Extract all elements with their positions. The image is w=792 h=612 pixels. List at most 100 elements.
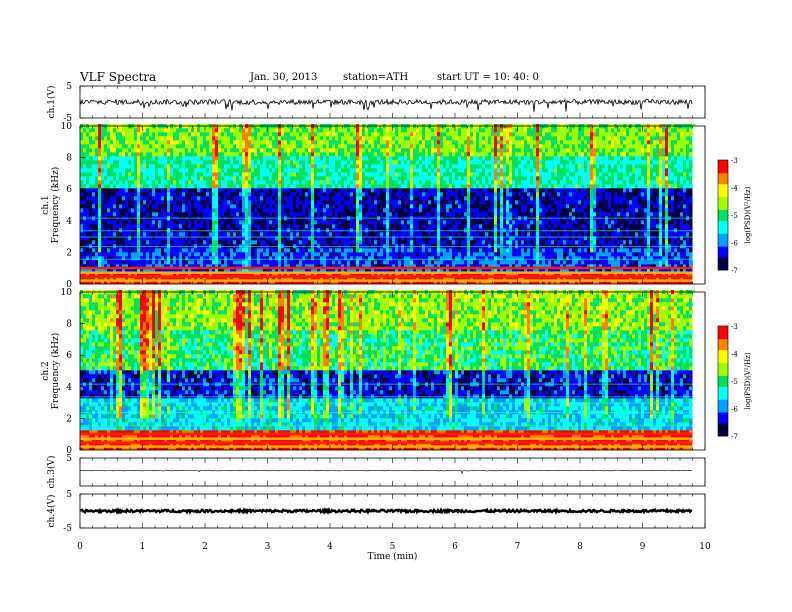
- colorbar-swatch: [718, 191, 728, 194]
- xtick-label: 1: [140, 542, 146, 552]
- waveform-lines: [79, 97, 693, 515]
- figure-title: VLF Spectra: [80, 70, 157, 84]
- spec2-channel-label: ch.2: [41, 361, 51, 380]
- colorbar-swatch: [718, 185, 728, 188]
- colorbar-swatch: [718, 238, 728, 242]
- colorbar-swatch: [718, 237, 728, 240]
- colorbar-swatch: [718, 384, 728, 387]
- narrowband-trace: [80, 258, 693, 260]
- colorbar-swatch: [718, 167, 728, 170]
- colorbar-swatch: [718, 253, 728, 256]
- colorbar-swatch: [718, 227, 728, 231]
- colorbar-swatch: [718, 379, 728, 382]
- colorbar-swatch: [718, 364, 728, 367]
- colorbar-swatch: [718, 198, 728, 201]
- spec2-ytick-label: 8: [66, 320, 72, 330]
- colorbar-swatch: [718, 172, 728, 176]
- colorbar-tick-label: -7: [731, 267, 738, 275]
- narrowband-trace: [80, 412, 693, 414]
- station-label: station=ATH: [343, 72, 409, 83]
- colorbar-swatch: [718, 382, 728, 386]
- colorbar-swatch: [718, 375, 728, 378]
- colorbar-swatch: [718, 353, 728, 356]
- colorbar-swatch: [718, 235, 728, 238]
- narrowband-line: [80, 441, 693, 444]
- ch4-waveform-line: [79, 507, 693, 515]
- spec1-ytick-label: 10: [61, 122, 73, 132]
- spec1-ylabel: Frequency (kHz): [50, 167, 61, 244]
- colorbar-swatch: [718, 169, 728, 172]
- colorbar-tick-label: -3: [731, 323, 738, 331]
- colorbar-swatch: [718, 432, 728, 435]
- xtick-label: 10: [699, 542, 711, 552]
- colorbar-swatch: [718, 266, 728, 269]
- colorbar-swatch: [718, 257, 728, 260]
- colorbar-swatch: [718, 344, 728, 347]
- x-axis-label: Time (min): [368, 551, 418, 562]
- colorbar-swatch: [718, 355, 728, 358]
- narrowband-trace: [80, 236, 693, 238]
- colorbar-swatch: [718, 163, 728, 166]
- xtick-label: 4: [327, 542, 333, 552]
- waveform-ylabel-0: ch.1(V): [46, 86, 57, 119]
- colorbar-swatch: [718, 428, 728, 431]
- colorbar-swatch: [718, 414, 728, 417]
- colorbar-swatch: [718, 410, 728, 413]
- colorbar-swatch: [718, 196, 728, 199]
- ch3-waveform-line: [80, 469, 693, 475]
- colorbar-swatch: [718, 226, 728, 229]
- colorbar-swatch: [718, 202, 728, 205]
- xtick-label: 3: [265, 542, 271, 552]
- colorbar-swatch: [718, 329, 728, 332]
- colorbar-swatch: [718, 333, 728, 336]
- spec1-ytick-label: 8: [66, 154, 72, 164]
- narrowband-line: [80, 445, 693, 448]
- colorbar-swatch: [718, 357, 728, 360]
- colorbar-swatch: [718, 260, 728, 264]
- colorbar-swatch: [718, 395, 728, 398]
- colorbar-tick-label: -4: [731, 351, 738, 359]
- colorbar-swatch: [718, 246, 728, 249]
- colorbar-swatch: [718, 371, 728, 375]
- colorbar-swatch: [718, 346, 728, 349]
- colorbar-swatch: [718, 423, 728, 426]
- colorbar-swatch: [718, 194, 728, 198]
- colorbar-swatch: [718, 249, 728, 253]
- spec1-ytick-label: 0: [66, 280, 72, 290]
- colorbar-swatch: [718, 182, 728, 185]
- ch4-ytick-label: 5: [66, 490, 72, 500]
- colorbar-frame: [717, 325, 729, 437]
- ch2-spectrogram-image: [80, 290, 705, 451]
- narrowband-line: [80, 432, 693, 436]
- colorbar-swatch: [718, 434, 728, 437]
- narrowband-trace: [80, 402, 693, 404]
- narrowband-trace: [80, 230, 693, 232]
- colorbar-swatch: [718, 421, 728, 424]
- colorbar-swatch: [718, 326, 728, 329]
- colorbar-swatch: [718, 255, 728, 258]
- colorbar-swatch: [718, 264, 728, 267]
- colorbar-swatch: [718, 209, 728, 212]
- colorbar-tick-label: -6: [731, 406, 738, 414]
- colorbar-swatch: [718, 386, 728, 389]
- no-data-region: [692, 292, 705, 450]
- spec2-ytick-label: 0: [66, 446, 72, 456]
- colorbar-swatch: [718, 268, 728, 271]
- colorbar-swatch: [718, 200, 728, 203]
- colorbar-swatch: [718, 183, 728, 187]
- colorbar-swatch: [718, 262, 728, 265]
- narrowband-line: [80, 271, 693, 274]
- colorbar-swatch: [718, 240, 728, 243]
- xtick-label: 2: [202, 542, 208, 552]
- xtick-label: 9: [640, 542, 646, 552]
- colorbar-swatch: [718, 390, 728, 393]
- colorbar-swatch: [718, 231, 728, 234]
- colorbar-swatch: [718, 176, 728, 179]
- spec2-ytick-label: 10: [61, 288, 73, 298]
- narrowband-trace: [80, 396, 693, 398]
- colorbar-swatch: [718, 426, 728, 430]
- colorbar-swatch: [718, 406, 728, 409]
- narrowband-line: [80, 266, 693, 270]
- colorbar-swatch: [718, 213, 728, 216]
